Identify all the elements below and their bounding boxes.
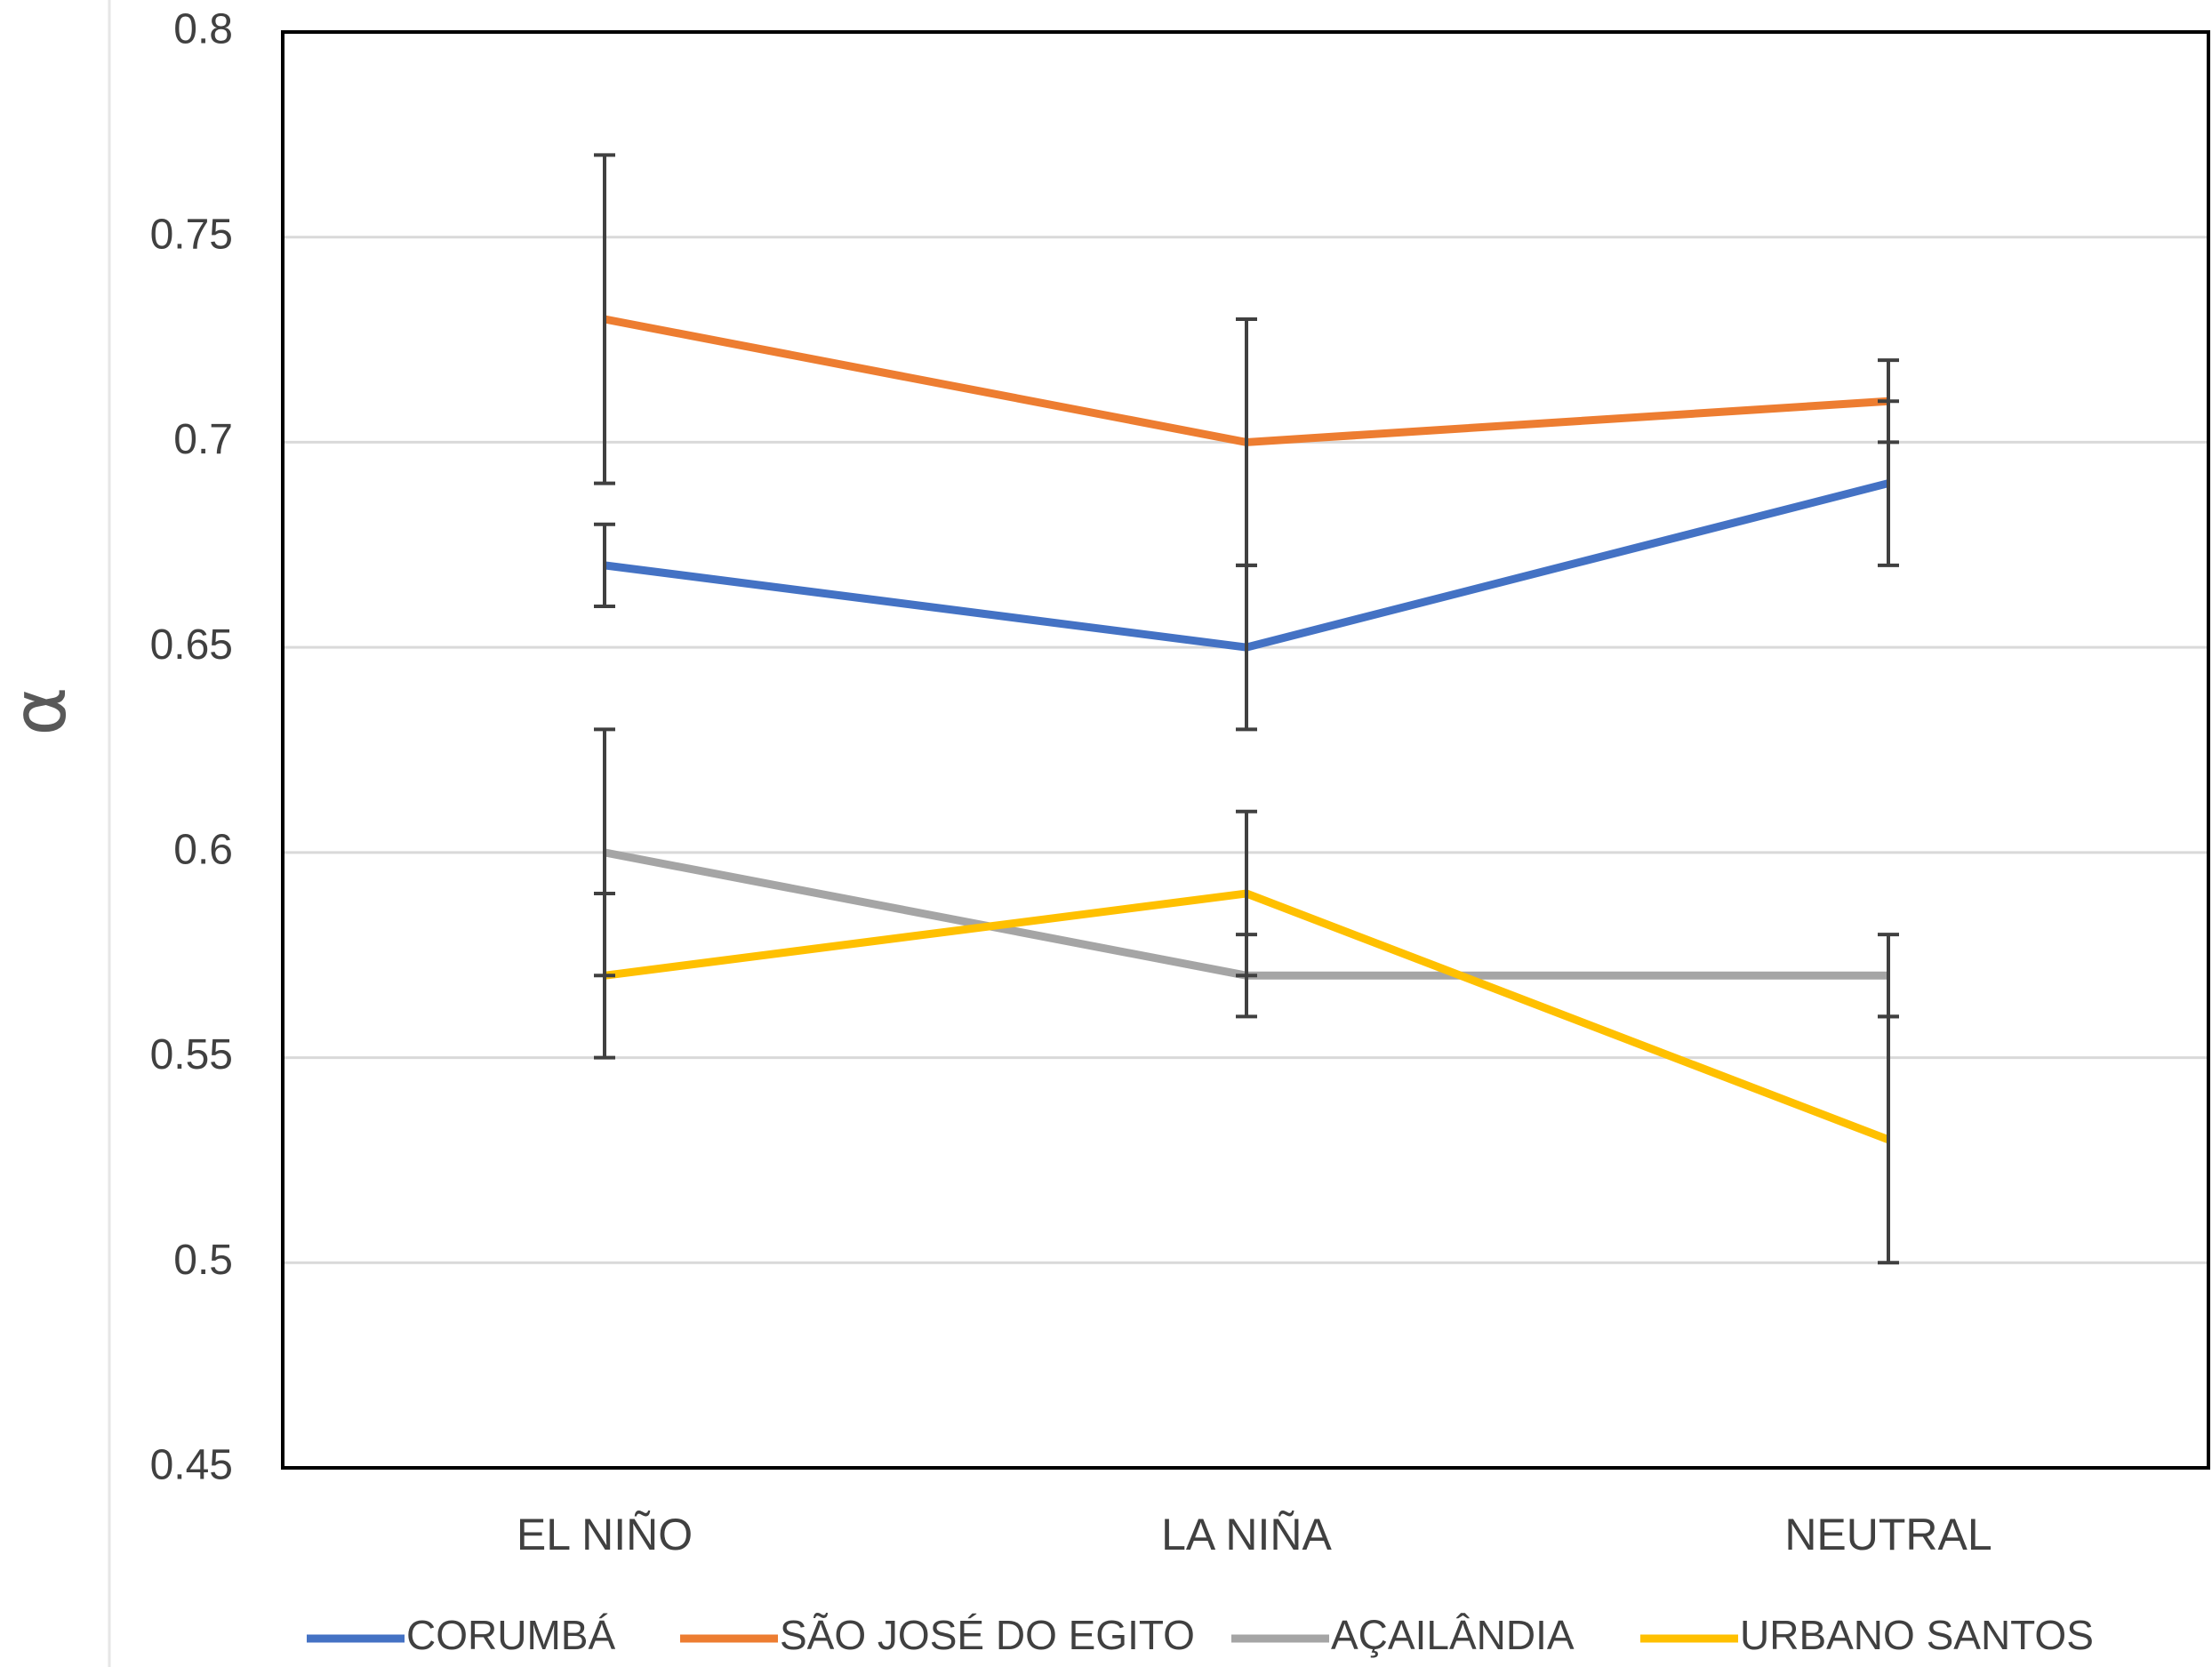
x-axis-tick-labels: EL NIÑO LA NIÑA NEUTRAL: [517, 1510, 1992, 1559]
y-axis-label: α: [0, 686, 83, 735]
legend-item: AÇAILÂNDIA: [1231, 1612, 1575, 1658]
error-bar: [594, 153, 615, 485]
x-tick-label: LA NIÑA: [1161, 1510, 1332, 1559]
y-tick-label: 0.65: [150, 621, 233, 669]
error-bar: [1878, 1014, 1899, 1265]
error-bar: [1236, 317, 1257, 567]
y-tick-label: 0.6: [173, 827, 233, 874]
y-axis-tick-labels: 0.8 0.75 0.7 0.65 0.6 0.55 0.5 0.45: [150, 6, 233, 1489]
y-tick-label: 0.75: [150, 211, 233, 258]
x-tick-label: EL NIÑO: [517, 1510, 693, 1559]
y-tick-label: 0.5: [173, 1237, 233, 1284]
legend-item: URBANO SANTOS: [1640, 1612, 2094, 1658]
legend-label: AÇAILÂNDIA: [1331, 1612, 1575, 1658]
x-tick-label: NEUTRAL: [1784, 1510, 1992, 1559]
legend-item: SÃO JOSÉ DO EGITO: [680, 1612, 1195, 1658]
y-tick-label: 0.8: [173, 6, 233, 53]
legend-label: CORUMBÁ: [406, 1612, 615, 1658]
y-tick-label: 0.55: [150, 1031, 233, 1078]
legend-item: CORUMBÁ: [307, 1612, 615, 1658]
plot-frame: [281, 30, 2210, 1470]
error-bar: [1878, 358, 1899, 445]
legend: CORUMBÁ SÃO JOSÉ DO EGITO AÇAILÂNDIA URBANO…: [307, 1612, 2094, 1658]
y-tick-label: 0.45: [150, 1442, 233, 1489]
error-bar: [594, 522, 615, 608]
y-tick-label: 0.7: [173, 416, 233, 463]
legend-label: URBANO SANTOS: [1740, 1612, 2094, 1658]
error-bar: [1236, 809, 1257, 978]
legend-label: SÃO JOSÉ DO EGITO: [780, 1612, 1195, 1658]
error-bars: [594, 153, 1899, 1265]
error-bar: [594, 892, 615, 1060]
